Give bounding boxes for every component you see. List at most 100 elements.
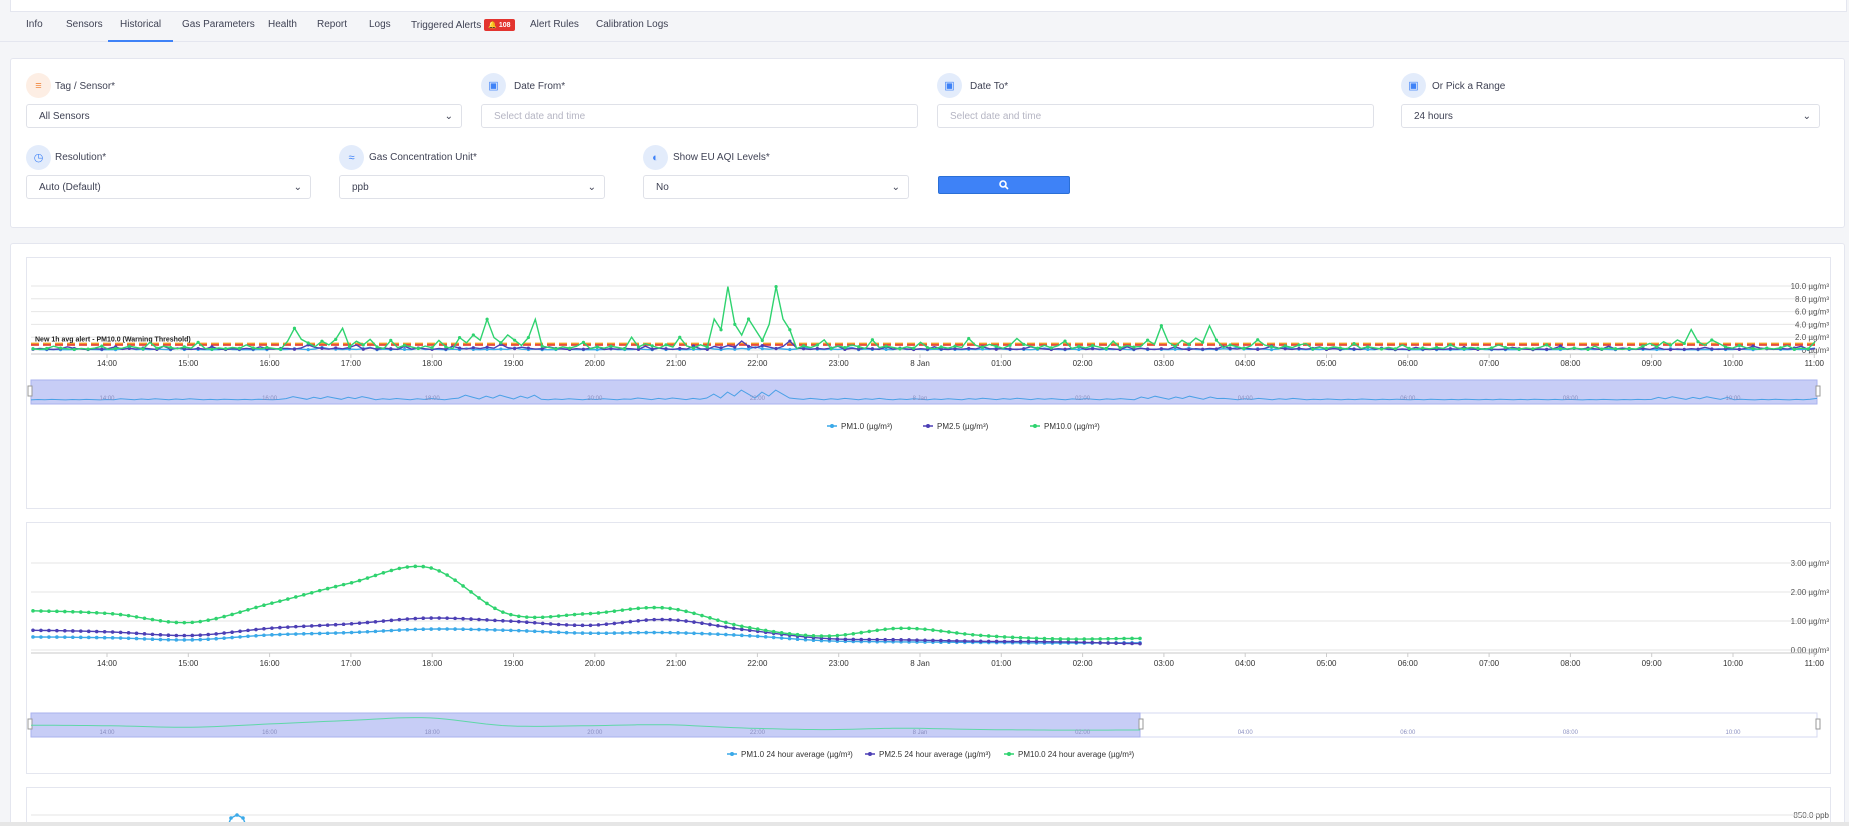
data-point [787, 631, 792, 636]
navigator-handle-end [1815, 718, 1821, 730]
data-point [1201, 340, 1205, 344]
tab-health[interactable]: Health [268, 19, 297, 30]
eu-aqi-select[interactable]: No ⌄ [643, 175, 909, 199]
data-point [1668, 343, 1673, 347]
data-point [811, 633, 816, 638]
threshold-label: New 1h avg alert - PM10.0 (Warning Thres… [35, 337, 191, 344]
data-point [763, 635, 768, 639]
data-point [471, 346, 475, 350]
data-point [986, 639, 991, 644]
tab-alert-rules[interactable]: Alert Rules [530, 19, 579, 30]
x-tick-label: 02:00 [1073, 659, 1094, 668]
data-point [325, 631, 330, 636]
data-point [931, 628, 935, 632]
navigator-tick-label: 20:00 [587, 396, 603, 402]
data-point [644, 630, 649, 635]
data-point [746, 344, 751, 348]
date-to-input[interactable]: Select date and time [937, 104, 1374, 128]
data-point [63, 628, 67, 633]
tab-historical-label: Historical [120, 19, 162, 30]
data-point [870, 338, 874, 342]
date-from-input[interactable]: Select date and time [481, 104, 918, 128]
data-point [923, 638, 927, 643]
data-point [198, 633, 203, 637]
data-point [1138, 641, 1142, 646]
data-point [94, 610, 99, 615]
tab-logs[interactable]: Logs [369, 19, 391, 30]
data-point [684, 609, 688, 614]
data-point [1517, 347, 1521, 351]
data-point [581, 347, 586, 351]
x-tick-label: 09:00 [1642, 659, 1663, 668]
data-point [532, 620, 537, 625]
navigator-tick-label: 16:00 [262, 396, 278, 402]
data-point [771, 635, 776, 640]
data-point [1723, 345, 1728, 349]
data-point [517, 614, 521, 619]
tab-info[interactable]: Info [26, 19, 43, 30]
tag-sensor-select[interactable]: All Sensors ⌄ [26, 104, 462, 128]
horizontal-scrollbar[interactable] [0, 822, 1849, 826]
data-point [1228, 343, 1232, 347]
resolution-select[interactable]: Auto (Default) ⌄ [26, 175, 311, 199]
data-point [1074, 637, 1079, 641]
data-point [1118, 346, 1122, 350]
data-point [286, 632, 290, 637]
tab-historical[interactable]: Historical [108, 19, 174, 42]
tab-sensors[interactable]: Sensors [66, 19, 103, 30]
data-point [907, 626, 911, 631]
data-point [501, 628, 505, 632]
unit-select[interactable]: ppb ⌄ [339, 175, 605, 199]
data-point [444, 345, 448, 349]
tab-triggered-alerts[interactable]: Triggered Alerts 🔔 108 [411, 19, 515, 42]
data-point [1090, 347, 1095, 351]
data-point [620, 608, 625, 612]
data-point [306, 341, 310, 345]
data-point [771, 629, 776, 634]
tab-gas-parameters[interactable]: Gas Parameters [182, 19, 255, 30]
data-point [724, 625, 728, 629]
data-point [636, 606, 641, 611]
tab-calibration-logs[interactable]: Calibration Logs [596, 19, 669, 30]
range-select[interactable]: 24 hours ⌄ [1401, 104, 1820, 128]
navigator-tick-label: 06:00 [1400, 730, 1416, 736]
data-point [716, 623, 720, 628]
data-point [1132, 345, 1136, 349]
data-point [732, 622, 736, 627]
data-point [994, 639, 999, 644]
data-point [568, 346, 572, 350]
range-value: 24 hours [1414, 111, 1453, 122]
chevron-down-icon: ⌄ [587, 182, 596, 193]
x-tick-label: 05:00 [1316, 359, 1337, 368]
y-tick-label: 0.00 µg/m³ [1791, 646, 1830, 655]
navigator-tick-label: 16:00 [262, 730, 278, 736]
data-point [962, 639, 967, 643]
x-tick-label: 02:00 [1073, 359, 1094, 368]
chart-2-svg[interactable]: 3.00 µg/m³ 2.00 µg/m³ 1.00 µg/m³ 0.00 µg/m³… [27, 523, 1832, 775]
data-point [739, 624, 744, 629]
navigator-tick-label: 22:00 [750, 730, 766, 736]
data-point [620, 620, 625, 625]
tab-report[interactable]: Report [317, 19, 348, 30]
x-tick-label: 23:00 [829, 359, 850, 368]
data-point [774, 285, 778, 289]
chart-3-svg[interactable]: 850.0 ppb [27, 788, 1832, 826]
data-point [1173, 344, 1177, 348]
data-point [110, 611, 115, 616]
data-point [1297, 343, 1301, 347]
data-point [294, 595, 298, 599]
data-point [270, 633, 274, 637]
data-point [437, 616, 441, 620]
data-point [31, 635, 35, 639]
data-point [461, 584, 465, 588]
data-point [501, 618, 505, 623]
chart-1-svg[interactable]: 10.0 µg/m³ 8.0 µg/m³ 6.0 µg/m³ 4.0 µg/m³ 2.0… [27, 258, 1832, 510]
data-point [628, 619, 633, 624]
legend-label: PM1.0 24 hour average (µg/m³) [741, 750, 853, 759]
data-point [365, 620, 370, 625]
data-point [980, 345, 985, 349]
data-point [1106, 641, 1110, 645]
search-button[interactable] [938, 176, 1070, 194]
data-point [835, 633, 840, 638]
data-point [676, 618, 680, 623]
